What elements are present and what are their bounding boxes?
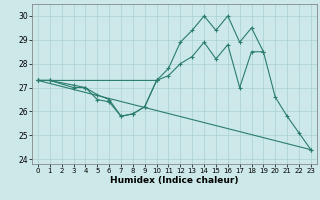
X-axis label: Humidex (Indice chaleur): Humidex (Indice chaleur) [110,176,239,185]
